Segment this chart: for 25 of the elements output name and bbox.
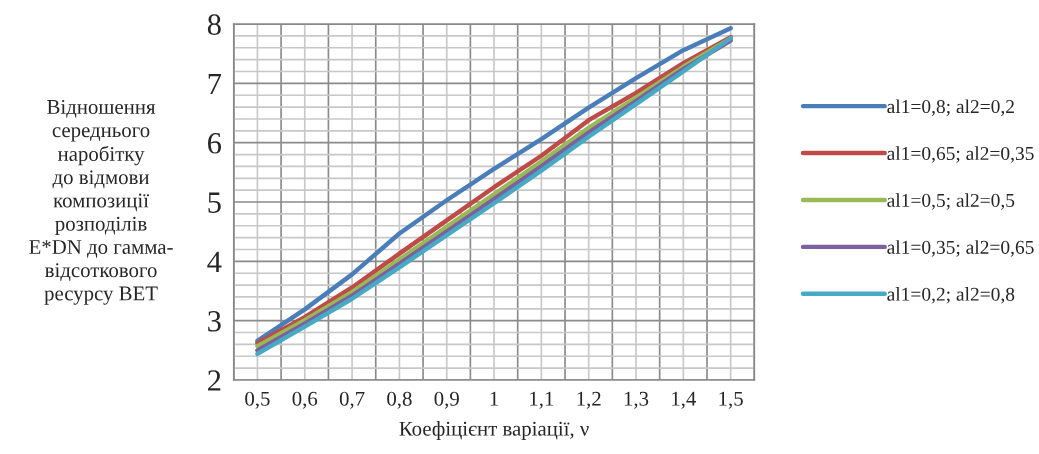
y-tick-label: 5 xyxy=(208,192,221,213)
x-tick-label: 0,5 xyxy=(245,391,270,409)
x-tick-label: 1,4 xyxy=(672,391,697,409)
x-tick-label: 1 xyxy=(490,391,498,406)
legend-label: al1=0,5; al2=0,5 xyxy=(887,193,1015,210)
x-tick-label: 1,5 xyxy=(719,391,743,409)
x-tick-label: 0,8 xyxy=(387,391,412,409)
y-tick-label: 7 xyxy=(208,73,222,94)
x-axis-title: Коефіцієнт варіації, ν xyxy=(399,421,589,441)
y-tick-label: 3 xyxy=(208,311,221,332)
legend-label: al1=0,65; al2=0,35 xyxy=(887,146,1034,163)
legend-label: al1=0,8; al2=0,2 xyxy=(887,99,1014,116)
x-tick-label: 0,9 xyxy=(434,391,459,409)
y-tick-label: 6 xyxy=(208,133,222,154)
x-tick-label: 1,2 xyxy=(577,391,601,409)
legend-label: al1=0,2; al2=0,8 xyxy=(887,287,1015,304)
x-tick-label: 0,6 xyxy=(292,391,318,409)
y-tick-label: 4 xyxy=(207,251,222,272)
x-tick-label: 1,3 xyxy=(624,391,649,409)
y-tick-label: 8 xyxy=(207,14,221,35)
x-tick-label: 0,7 xyxy=(339,391,365,409)
x-tick-label: 1,1 xyxy=(530,391,554,409)
legend-label: al1=0,35; al2=0,65 xyxy=(887,240,1034,257)
y-tick-label: 2 xyxy=(208,370,221,391)
text: Відношення середнього наробітку до відмови композиції розподілів E*DN до гамма- відсоткового ресурсу ВЕТ xyxy=(29,99,173,305)
